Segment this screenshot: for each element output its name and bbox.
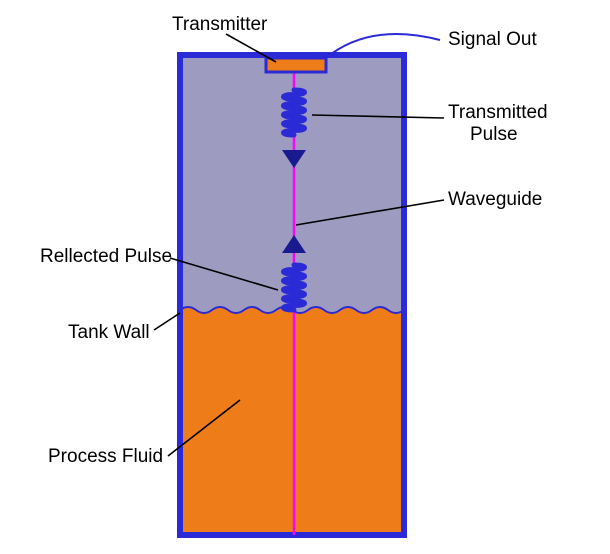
transmitted-pulse-label-2: Pulse	[470, 124, 518, 145]
process-fluid-label: Process Fluid	[48, 446, 163, 467]
reflected-pulse-label: Rellected Pulse	[40, 246, 172, 267]
radar-level-diagram: Transmitter Signal Out Transmitted Pulse…	[0, 0, 610, 554]
transmitter-label: Transmitter	[172, 14, 268, 35]
tank-wall-label: Tank Wall	[68, 322, 150, 343]
transmitter	[266, 58, 326, 72]
waveguide-label: Waveguide	[448, 189, 542, 210]
transmitted-pulse-label: Transmitted	[448, 102, 548, 123]
signal-out-label: Signal Out	[448, 29, 537, 50]
